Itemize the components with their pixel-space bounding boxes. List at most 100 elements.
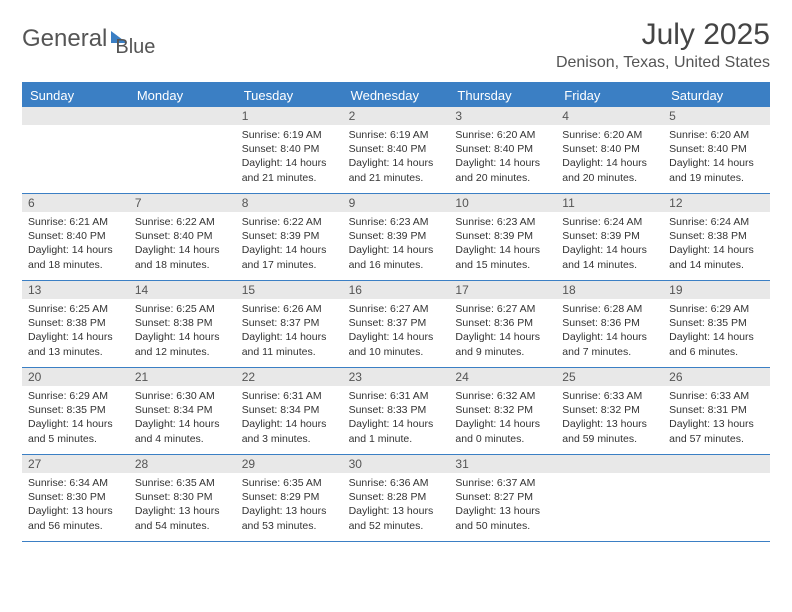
daylight-text: Daylight: 14 hours and 0 minutes.: [455, 417, 550, 445]
day-number: 3: [449, 107, 556, 125]
day-cell: 13Sunrise: 6:25 AMSunset: 8:38 PMDayligh…: [22, 281, 129, 367]
daylight-text: Daylight: 13 hours and 53 minutes.: [242, 504, 337, 532]
daylight-text: Daylight: 14 hours and 6 minutes.: [669, 330, 764, 358]
week-row: 1Sunrise: 6:19 AMSunset: 8:40 PMDaylight…: [22, 107, 770, 194]
daylight-text: Daylight: 13 hours and 54 minutes.: [135, 504, 230, 532]
day-cell: 5Sunrise: 6:20 AMSunset: 8:40 PMDaylight…: [663, 107, 770, 193]
sunrise-text: Sunrise: 6:20 AM: [562, 128, 657, 142]
brand-word1: General: [22, 25, 107, 53]
sunrise-text: Sunrise: 6:32 AM: [455, 389, 550, 403]
week-row: 6Sunrise: 6:21 AMSunset: 8:40 PMDaylight…: [22, 194, 770, 281]
daylight-text: Daylight: 14 hours and 11 minutes.: [242, 330, 337, 358]
sunset-text: Sunset: 8:31 PM: [669, 403, 764, 417]
day-number: 11: [556, 194, 663, 212]
day-number: 22: [236, 368, 343, 386]
daylight-text: Daylight: 14 hours and 12 minutes.: [135, 330, 230, 358]
sunset-text: Sunset: 8:40 PM: [562, 142, 657, 156]
sunrise-text: Sunrise: 6:27 AM: [455, 302, 550, 316]
sunset-text: Sunset: 8:29 PM: [242, 490, 337, 504]
day-body: Sunrise: 6:36 AMSunset: 8:28 PMDaylight:…: [343, 473, 450, 537]
daylight-text: Daylight: 14 hours and 14 minutes.: [562, 243, 657, 271]
day-body: Sunrise: 6:19 AMSunset: 8:40 PMDaylight:…: [343, 125, 450, 189]
day-body: [663, 473, 770, 480]
header: General Blue July 2025 Denison, Texas, U…: [22, 18, 770, 72]
daylight-text: Daylight: 14 hours and 20 minutes.: [562, 156, 657, 184]
dow-thursday: Thursday: [449, 84, 556, 107]
daylight-text: Daylight: 14 hours and 15 minutes.: [455, 243, 550, 271]
day-cell: 20Sunrise: 6:29 AMSunset: 8:35 PMDayligh…: [22, 368, 129, 454]
day-cell: 28Sunrise: 6:35 AMSunset: 8:30 PMDayligh…: [129, 455, 236, 541]
sunset-text: Sunset: 8:38 PM: [669, 229, 764, 243]
daylight-text: Daylight: 13 hours and 59 minutes.: [562, 417, 657, 445]
daylight-text: Daylight: 14 hours and 9 minutes.: [455, 330, 550, 358]
day-cell: 8Sunrise: 6:22 AMSunset: 8:39 PMDaylight…: [236, 194, 343, 280]
sunset-text: Sunset: 8:30 PM: [28, 490, 123, 504]
day-body: [129, 125, 236, 132]
sunset-text: Sunset: 8:40 PM: [349, 142, 444, 156]
month-title: July 2025: [556, 18, 770, 52]
day-cell: 1Sunrise: 6:19 AMSunset: 8:40 PMDaylight…: [236, 107, 343, 193]
week-row: 13Sunrise: 6:25 AMSunset: 8:38 PMDayligh…: [22, 281, 770, 368]
day-body: Sunrise: 6:30 AMSunset: 8:34 PMDaylight:…: [129, 386, 236, 450]
daylight-text: Daylight: 14 hours and 1 minute.: [349, 417, 444, 445]
day-cell: 27Sunrise: 6:34 AMSunset: 8:30 PMDayligh…: [22, 455, 129, 541]
location-text: Denison, Texas, United States: [556, 54, 770, 72]
day-number: 8: [236, 194, 343, 212]
day-number: [22, 107, 129, 125]
day-cell: 23Sunrise: 6:31 AMSunset: 8:33 PMDayligh…: [343, 368, 450, 454]
title-block: July 2025 Denison, Texas, United States: [556, 18, 770, 72]
sunrise-text: Sunrise: 6:26 AM: [242, 302, 337, 316]
day-cell: 3Sunrise: 6:20 AMSunset: 8:40 PMDaylight…: [449, 107, 556, 193]
sunset-text: Sunset: 8:34 PM: [242, 403, 337, 417]
day-number: 6: [22, 194, 129, 212]
sunset-text: Sunset: 8:37 PM: [349, 316, 444, 330]
week-row: 20Sunrise: 6:29 AMSunset: 8:35 PMDayligh…: [22, 368, 770, 455]
sunrise-text: Sunrise: 6:34 AM: [28, 476, 123, 490]
day-body: Sunrise: 6:37 AMSunset: 8:27 PMDaylight:…: [449, 473, 556, 537]
sunset-text: Sunset: 8:40 PM: [455, 142, 550, 156]
weeks-container: 1Sunrise: 6:19 AMSunset: 8:40 PMDaylight…: [22, 107, 770, 542]
day-body: Sunrise: 6:22 AMSunset: 8:40 PMDaylight:…: [129, 212, 236, 276]
sunrise-text: Sunrise: 6:30 AM: [135, 389, 230, 403]
day-body: Sunrise: 6:29 AMSunset: 8:35 PMDaylight:…: [22, 386, 129, 450]
day-body: Sunrise: 6:31 AMSunset: 8:33 PMDaylight:…: [343, 386, 450, 450]
sunrise-text: Sunrise: 6:27 AM: [349, 302, 444, 316]
dow-friday: Friday: [556, 84, 663, 107]
day-cell: 29Sunrise: 6:35 AMSunset: 8:29 PMDayligh…: [236, 455, 343, 541]
sunset-text: Sunset: 8:37 PM: [242, 316, 337, 330]
day-number: 25: [556, 368, 663, 386]
day-number: 23: [343, 368, 450, 386]
day-cell: [22, 107, 129, 193]
sunset-text: Sunset: 8:36 PM: [455, 316, 550, 330]
day-body: Sunrise: 6:25 AMSunset: 8:38 PMDaylight:…: [129, 299, 236, 363]
sunrise-text: Sunrise: 6:33 AM: [562, 389, 657, 403]
sunrise-text: Sunrise: 6:37 AM: [455, 476, 550, 490]
sunset-text: Sunset: 8:40 PM: [28, 229, 123, 243]
day-number: 31: [449, 455, 556, 473]
day-cell: 19Sunrise: 6:29 AMSunset: 8:35 PMDayligh…: [663, 281, 770, 367]
day-number: [663, 455, 770, 473]
day-cell: [663, 455, 770, 541]
sunrise-text: Sunrise: 6:24 AM: [562, 215, 657, 229]
daylight-text: Daylight: 14 hours and 21 minutes.: [349, 156, 444, 184]
day-number: 19: [663, 281, 770, 299]
week-row: 27Sunrise: 6:34 AMSunset: 8:30 PMDayligh…: [22, 455, 770, 542]
day-body: Sunrise: 6:26 AMSunset: 8:37 PMDaylight:…: [236, 299, 343, 363]
calendar: Sunday Monday Tuesday Wednesday Thursday…: [22, 82, 770, 542]
daylight-text: Daylight: 14 hours and 3 minutes.: [242, 417, 337, 445]
daylight-text: Daylight: 13 hours and 57 minutes.: [669, 417, 764, 445]
sunset-text: Sunset: 8:39 PM: [455, 229, 550, 243]
day-cell: 9Sunrise: 6:23 AMSunset: 8:39 PMDaylight…: [343, 194, 450, 280]
dow-wednesday: Wednesday: [343, 84, 450, 107]
day-body: Sunrise: 6:32 AMSunset: 8:32 PMDaylight:…: [449, 386, 556, 450]
day-cell: 4Sunrise: 6:20 AMSunset: 8:40 PMDaylight…: [556, 107, 663, 193]
sunset-text: Sunset: 8:40 PM: [669, 142, 764, 156]
sunset-text: Sunset: 8:39 PM: [242, 229, 337, 243]
sunset-text: Sunset: 8:40 PM: [135, 229, 230, 243]
day-body: Sunrise: 6:24 AMSunset: 8:39 PMDaylight:…: [556, 212, 663, 276]
sunset-text: Sunset: 8:39 PM: [349, 229, 444, 243]
daylight-text: Daylight: 14 hours and 14 minutes.: [669, 243, 764, 271]
daylight-text: Daylight: 13 hours and 52 minutes.: [349, 504, 444, 532]
daylight-text: Daylight: 13 hours and 56 minutes.: [28, 504, 123, 532]
dow-tuesday: Tuesday: [236, 84, 343, 107]
